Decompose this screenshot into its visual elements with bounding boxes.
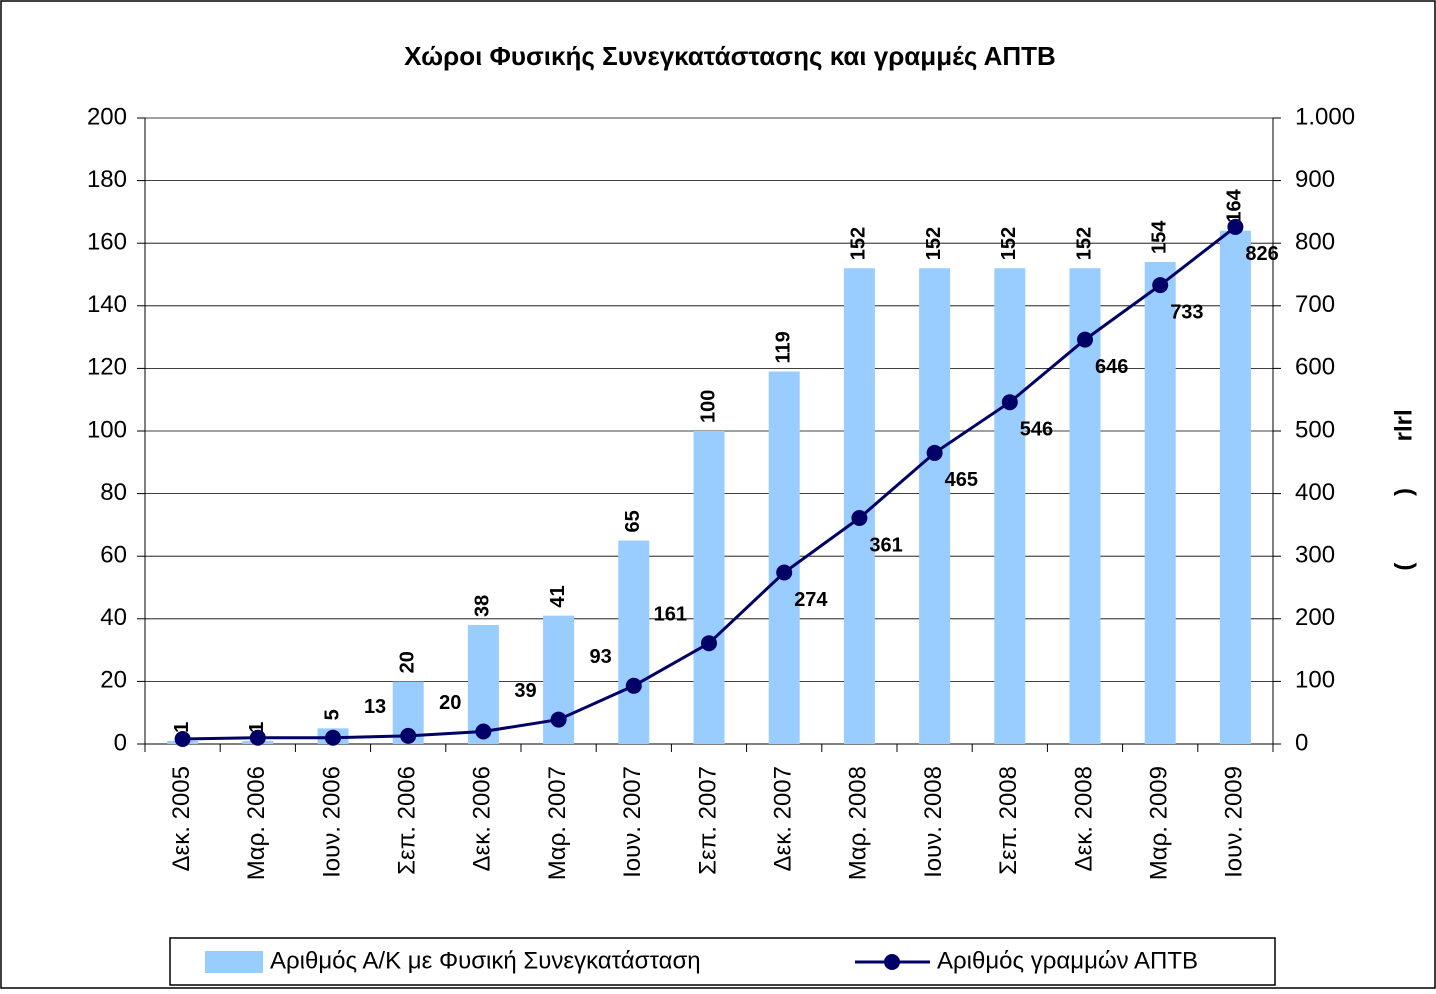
line-value-label: 465 (945, 469, 978, 491)
line-marker (550, 711, 567, 728)
line-marker (1001, 394, 1018, 411)
line-value-label: 13 (364, 696, 386, 718)
bar-value-label: 38 (472, 595, 494, 617)
bar-value-label: 152 (848, 227, 870, 260)
y-tick-label: 180 (87, 166, 127, 193)
line-value-label: 274 (794, 589, 828, 611)
y2-tick-label: 800 (1295, 229, 1335, 256)
line-marker (174, 730, 191, 747)
line-marker (400, 727, 417, 744)
line-marker (701, 635, 717, 652)
line-marker (926, 444, 943, 461)
line-marker (625, 677, 642, 694)
x-tick-label: Μαρ. 2008 (845, 766, 872, 880)
x-tick-label: Ιουν. 2009 (1221, 766, 1248, 878)
legend-marker (884, 954, 900, 970)
line-marker (1077, 331, 1093, 348)
y-tick-label: 60 (100, 542, 127, 569)
bar-value-label: 154 (1148, 220, 1170, 254)
x-tick-label: Μαρ. 2007 (544, 766, 571, 880)
x-tick-label: Δεκ. 2006 (469, 766, 496, 871)
chart-title: Χώροι Φυσικής Συνεγκατάστασης και γραμμέ… (404, 41, 1056, 71)
x-tick-label: Δεκ. 2008 (1070, 766, 1097, 871)
y2-tick-label: 600 (1295, 354, 1335, 381)
x-tick-label: Δεκ. 2007 (770, 766, 797, 871)
x-tick-label: Μαρ. 2006 (243, 766, 270, 880)
y-tick-label: 0 (114, 729, 127, 756)
x-tick-label: Ιουν. 2006 (318, 766, 345, 878)
y-tick-label: 200 (87, 103, 127, 130)
legend-label: Αριθμός Α/Κ με Φυσική Συνεγκατάσταση (270, 947, 701, 974)
bar (843, 268, 875, 744)
bar-value-label: 152 (998, 227, 1020, 260)
line-marker (851, 510, 868, 527)
bar (693, 431, 725, 744)
bar (994, 268, 1026, 744)
y2-tick-label: 700 (1295, 291, 1335, 318)
bar-value-label: 20 (396, 651, 418, 673)
y-tick-label: 140 (87, 291, 127, 318)
line-marker (1227, 218, 1244, 235)
x-tick-label: Σεπ. 2007 (694, 766, 721, 875)
y2-axis-label: ( ) rlrl (1390, 409, 1417, 570)
x-tick-label: Σεπ. 2006 (394, 766, 421, 875)
line-marker (325, 729, 341, 746)
line-marker (776, 564, 793, 581)
y2-tick-label: 900 (1295, 166, 1335, 193)
x-tick-label: Ιουν. 2007 (619, 766, 646, 878)
bar (1219, 230, 1251, 744)
bar (768, 371, 800, 744)
y2-tick-label: 0 (1295, 729, 1308, 756)
x-tick-label: Ιουν. 2008 (920, 766, 947, 878)
y-tick-label: 40 (100, 604, 127, 631)
y-tick-label: 160 (87, 229, 127, 256)
line-value-label: 361 (869, 534, 902, 556)
bar-value-label: 152 (1073, 227, 1095, 260)
bar (919, 268, 951, 744)
line-value-label: 161 (654, 603, 687, 625)
line-marker (1152, 277, 1169, 294)
legend-label: Αριθμός γραμμών ΑΠΤΒ (937, 947, 1198, 974)
line-value-label: 733 (1170, 301, 1203, 323)
y2-tick-label: 300 (1295, 542, 1335, 569)
y-tick-label: 80 (100, 479, 127, 506)
y-tick-label: 20 (100, 667, 127, 694)
line-value-label: 826 (1245, 243, 1278, 265)
y2-tick-label: 400 (1295, 479, 1335, 506)
bar-value-label: 5 (321, 709, 343, 720)
y-tick-label: 100 (87, 416, 127, 443)
bar-value-label: 119 (772, 331, 794, 363)
y2-tick-label: 100 (1295, 667, 1335, 694)
x-tick-label: Μαρ. 2009 (1146, 766, 1173, 880)
y-tick-label: 120 (87, 354, 127, 381)
y2-tick-label: 200 (1295, 604, 1335, 631)
legend-swatch (205, 951, 263, 973)
y2-tick-label: 1.000 (1295, 103, 1355, 130)
bar-value-label: 1 (246, 722, 268, 733)
line-value-label: 39 (514, 680, 536, 702)
line-marker (475, 723, 492, 740)
bar-value-label: 65 (622, 510, 644, 532)
y2-tick-label: 500 (1295, 416, 1335, 443)
line-value-label: 20 (439, 692, 461, 714)
line-value-label: 546 (1020, 418, 1053, 440)
bar-value-label: 41 (547, 585, 569, 607)
line-value-label: 93 (590, 646, 612, 668)
bar (618, 540, 650, 744)
legend (169, 937, 1276, 986)
bar-value-label: 152 (923, 227, 945, 260)
bar-value-label: 1 (171, 722, 193, 733)
x-tick-label: Δεκ. 2005 (168, 766, 195, 871)
bar-value-label: 100 (697, 390, 719, 423)
bar (1144, 261, 1176, 744)
line-value-label: 646 (1095, 356, 1128, 378)
line-marker (249, 729, 266, 746)
x-tick-label: Σεπ. 2008 (995, 766, 1022, 875)
bar-value-label: 164 (1224, 188, 1246, 222)
